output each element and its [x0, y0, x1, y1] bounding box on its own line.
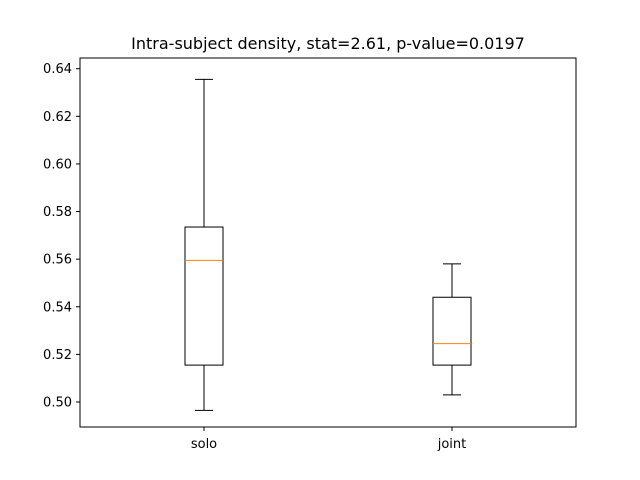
y-tick-label: 0.54 — [43, 300, 72, 315]
iqr-box — [432, 296, 472, 366]
y-tick-label: 0.64 — [43, 62, 72, 77]
y-tick-label: 0.58 — [43, 205, 72, 220]
y-tick-label: 0.52 — [43, 348, 72, 363]
plot-area: 0.50 0.52 0.54 0.56 0.58 0.60 0.62 0.64 solo join… — [43, 57, 577, 452]
chart-title: Intra-subject density, stat=2.61, p-valu… — [131, 34, 525, 53]
iqr-box — [184, 226, 224, 366]
axes-frame — [79, 57, 577, 428]
y-tick-label: 0.60 — [43, 157, 72, 172]
y-tick-label: 0.50 — [43, 396, 72, 411]
x-tick-label: solo — [191, 437, 217, 452]
x-tick-label: joint — [437, 437, 467, 452]
y-tick-label: 0.56 — [43, 253, 72, 268]
y-tick-label: 0.62 — [43, 110, 72, 125]
